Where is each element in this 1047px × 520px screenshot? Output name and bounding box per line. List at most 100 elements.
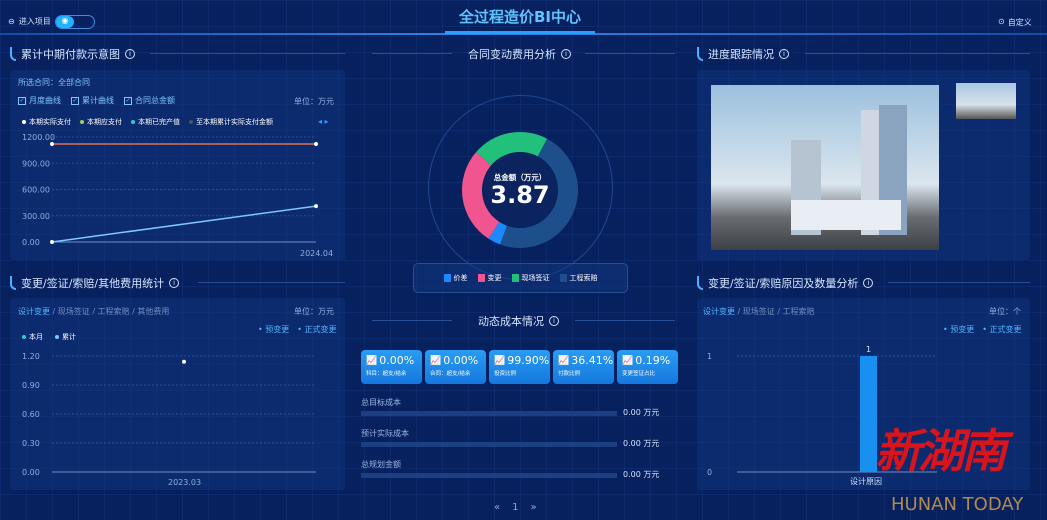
legend-item[interactable]: 累计 xyxy=(55,332,76,342)
watermark-logo: 新湖南 xyxy=(875,424,1007,478)
info-icon[interactable]: i xyxy=(549,316,559,326)
legend-item[interactable]: 价差 xyxy=(443,273,468,283)
filter-formal-change[interactable]: • 正式变更 xyxy=(982,325,1022,334)
legend-item[interactable]: 本期已完产值 xyxy=(131,117,180,127)
metric-label: 投资比例 xyxy=(494,371,517,377)
info-icon[interactable]: i xyxy=(561,49,571,59)
metric-card[interactable]: 📈 0.00% 合同：超支/结余 xyxy=(425,350,486,384)
section-title: 进度跟踪情况 xyxy=(708,48,774,61)
photo-thumbnail[interactable] xyxy=(956,83,1016,119)
y-tick-label: 600.00 xyxy=(22,186,50,195)
checkbox-monthly[interactable]: ✓ 月度曲线 xyxy=(18,95,61,106)
checkbox-contract-total[interactable]: ✓ 合同总金额 xyxy=(124,95,175,106)
unit-label: 单位：万元 xyxy=(294,97,334,106)
metric-label: 付款比例 xyxy=(558,371,581,377)
checkbox-cumulative[interactable]: ✓ 累计曲线 xyxy=(71,95,114,106)
bracket-icon xyxy=(697,276,703,290)
section-title: 累计中期付款示意图 xyxy=(21,48,120,61)
prev-page-button[interactable]: « xyxy=(494,502,501,513)
cost-value: 0.00 万元 xyxy=(623,470,660,479)
legend-item[interactable]: 本期实际支付 xyxy=(22,117,71,127)
view-toggle[interactable]: ◉ xyxy=(55,15,95,29)
donut-center-value: 3.87 xyxy=(490,181,550,209)
bracket-icon xyxy=(10,276,16,290)
legend-item[interactable]: 本月 xyxy=(22,332,43,342)
tab-design-change[interactable]: 设计变更 xyxy=(703,307,735,316)
y-tick-label: 0.30 xyxy=(22,439,40,448)
page-number[interactable]: 1 xyxy=(512,502,519,513)
section-title: 合同变动费用分析 xyxy=(468,48,556,61)
metric-card[interactable]: 📈 36.41% 付款比例 xyxy=(553,350,614,384)
checkbox-icon: ✓ xyxy=(124,96,132,105)
y-tick-label: 900.00 xyxy=(22,159,50,168)
selected-contract[interactable]: 所选合同：全部合同 xyxy=(18,78,90,87)
payment-chart-panel xyxy=(10,70,345,260)
info-icon[interactable]: i xyxy=(169,278,180,288)
metric-label: 变更签证占比 xyxy=(622,371,656,377)
tab-claim[interactable]: 工程索赔 xyxy=(97,307,130,316)
tab-site-visa[interactable]: 现场签证 xyxy=(742,307,775,316)
tab-site-visa[interactable]: 现场签证 xyxy=(57,307,90,316)
metric-card[interactable]: 📈 99.90% 投资比例 xyxy=(489,350,550,384)
filter-pre-change[interactable]: • 预变更 xyxy=(258,325,290,334)
cost-row: 预计实际成本 0.00 万元 xyxy=(361,428,661,448)
cost-label: 总规划金额 xyxy=(361,460,401,469)
legend-pager[interactable]: ◂ ▸ xyxy=(318,117,329,126)
donut-slice-3 xyxy=(500,138,578,248)
unit-label: 单位：个 xyxy=(989,307,1021,316)
metric-card[interactable]: 📈 0.19% 变更签证占比 xyxy=(617,350,678,384)
y-tick-label: 0.90 xyxy=(22,381,40,390)
next-page-button[interactable]: » xyxy=(530,502,537,513)
reason-analysis-header: 变更/签证/索赔原因及数量分析 i xyxy=(697,275,874,291)
legend-item[interactable]: 变更 xyxy=(477,273,502,283)
data-point xyxy=(50,240,54,244)
payment-chart-header: 累计中期付款示意图 i xyxy=(10,46,135,62)
divider xyxy=(150,53,345,54)
donut-legend: 价差 变更 现场签证 工程索赔 xyxy=(413,263,628,293)
data-point xyxy=(314,204,318,209)
trend-icon: 📈 xyxy=(494,355,506,366)
watermark-text: HUNAN TODAY xyxy=(891,494,1024,515)
legend-item[interactable]: 现场签证 xyxy=(511,273,550,283)
tab-other[interactable]: 其他费用 xyxy=(137,307,170,316)
customize-button[interactable]: ⊙ 自定义 xyxy=(998,17,1032,28)
x-tick-label: 2023.03 xyxy=(168,478,201,487)
info-icon[interactable]: i xyxy=(863,278,874,288)
cost-value: 0.00 万元 xyxy=(623,439,660,448)
y-tick-label: 0.60 xyxy=(22,410,40,419)
section-title: 变更/签证/索赔/其他费用统计 xyxy=(21,277,165,290)
info-icon[interactable]: i xyxy=(779,49,789,59)
checkbox-icon: ✓ xyxy=(71,96,79,105)
filter-pre-change[interactable]: • 预变更 xyxy=(943,325,975,334)
project-photo[interactable] xyxy=(711,85,939,250)
trend-icon: 📈 xyxy=(430,355,442,366)
header-line xyxy=(0,33,1047,35)
metric-value: 📈 0.19% xyxy=(622,354,671,367)
filter-formal-change[interactable]: • 正式变更 xyxy=(297,325,337,334)
divider xyxy=(575,320,675,321)
bracket-icon xyxy=(10,47,16,61)
metric-card[interactable]: 📈 0.00% 科目：超支/结余 xyxy=(361,350,422,384)
legend-item[interactable]: 本期应支付 xyxy=(80,117,122,127)
tab-design-change[interactable]: 设计变更 xyxy=(18,307,50,316)
cost-label: 总目标成本 xyxy=(361,398,401,407)
donut-hole xyxy=(483,153,557,227)
reason-bar-chart: 0 1 1 设计原因 xyxy=(707,345,937,486)
contract-donut-chart xyxy=(462,132,578,248)
metric-label: 科目：超支/结余 xyxy=(366,371,407,377)
checkbox-label: 合同总金额 xyxy=(135,96,175,105)
enter-project-button[interactable]: ⊖ 进入项目 xyxy=(8,16,51,27)
cost-row: 总目标成本 0.00 万元 xyxy=(361,397,661,417)
title-underline xyxy=(445,31,595,34)
tab-claim[interactable]: 工程索赔 xyxy=(782,307,815,316)
legend-item[interactable]: 工程索赔 xyxy=(559,273,598,283)
bracket-icon xyxy=(697,47,703,61)
bar-data-label: 1 xyxy=(866,345,871,354)
enter-project-label: 进入项目 xyxy=(18,17,51,26)
unit-label: 单位：万元 xyxy=(294,307,334,316)
y-tick-label: 1200.00 xyxy=(22,133,55,142)
cost-value: 0.00 万元 xyxy=(623,408,660,417)
checkbox-label: 月度曲线 xyxy=(29,96,61,105)
legend-item[interactable]: 至本期累计实际支付金额 xyxy=(189,117,273,127)
info-icon[interactable]: i xyxy=(125,49,135,59)
